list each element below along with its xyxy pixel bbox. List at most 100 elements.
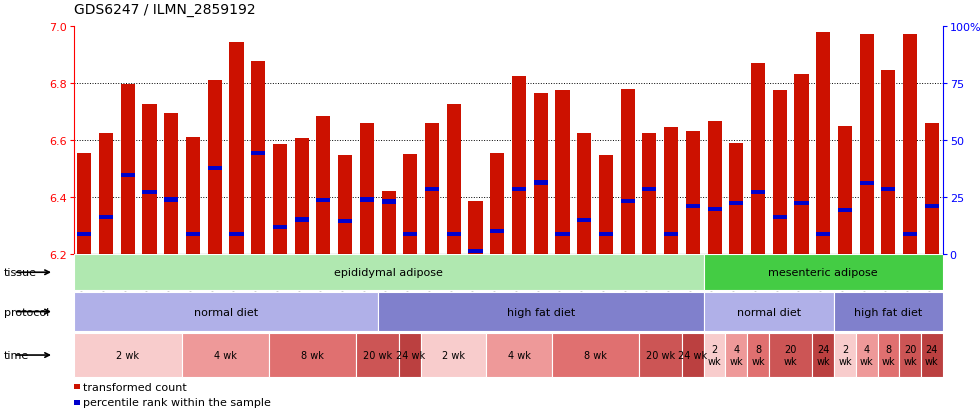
Bar: [74, 255, 704, 290]
Bar: [490, 230, 505, 234]
Bar: [900, 333, 921, 377]
Bar: [904, 233, 917, 237]
Bar: [877, 333, 900, 377]
Bar: [512, 187, 526, 191]
Bar: [577, 218, 591, 223]
Bar: [729, 143, 744, 254]
Bar: [251, 62, 266, 254]
Bar: [881, 187, 896, 191]
Bar: [295, 218, 309, 222]
Text: tissue: tissue: [4, 268, 36, 278]
Text: 8 wk: 8 wk: [584, 350, 607, 360]
Bar: [77, 153, 91, 254]
Bar: [620, 199, 635, 204]
Bar: [208, 81, 221, 254]
Bar: [404, 154, 417, 254]
Text: percentile rank within the sample: percentile rank within the sample: [82, 398, 270, 408]
Bar: [99, 215, 113, 219]
Bar: [270, 333, 356, 377]
Bar: [556, 233, 569, 237]
Text: 4
wk: 4 wk: [859, 344, 873, 366]
Bar: [769, 333, 812, 377]
Bar: [838, 209, 852, 213]
Text: 2 wk: 2 wk: [442, 350, 466, 360]
Bar: [747, 333, 769, 377]
Bar: [620, 89, 635, 254]
Bar: [229, 233, 244, 237]
Bar: [816, 233, 830, 237]
Bar: [421, 333, 486, 377]
Bar: [229, 43, 244, 254]
Bar: [490, 153, 505, 254]
Text: high fat diet: high fat diet: [507, 307, 575, 317]
Text: 8
wk: 8 wk: [882, 344, 896, 366]
Bar: [295, 139, 309, 254]
Bar: [381, 192, 396, 254]
Bar: [795, 202, 808, 206]
Bar: [251, 152, 266, 156]
Text: time: time: [4, 350, 29, 360]
Text: 4 wk: 4 wk: [215, 350, 237, 360]
Bar: [404, 233, 417, 237]
Bar: [729, 202, 744, 206]
Bar: [272, 145, 287, 254]
Bar: [925, 204, 939, 208]
Text: 20 wk: 20 wk: [364, 350, 392, 360]
Bar: [859, 36, 874, 254]
Bar: [859, 182, 874, 185]
Bar: [317, 116, 330, 254]
Bar: [599, 156, 612, 254]
Bar: [74, 400, 80, 406]
Bar: [272, 225, 287, 229]
Bar: [356, 333, 400, 377]
Bar: [686, 204, 700, 208]
Bar: [99, 133, 113, 254]
Text: protocol: protocol: [4, 307, 49, 317]
Bar: [772, 216, 787, 220]
Bar: [142, 105, 157, 254]
Text: 24
wk: 24 wk: [925, 344, 939, 366]
Bar: [338, 219, 352, 223]
Bar: [77, 233, 91, 237]
Bar: [795, 75, 808, 254]
Bar: [686, 132, 700, 254]
Bar: [447, 233, 461, 237]
Bar: [751, 190, 765, 194]
Bar: [708, 122, 721, 254]
Bar: [834, 292, 943, 332]
Text: 4 wk: 4 wk: [508, 350, 530, 360]
Bar: [599, 233, 612, 237]
Bar: [186, 138, 200, 254]
Bar: [74, 333, 182, 377]
Bar: [751, 64, 765, 254]
Text: 8 wk: 8 wk: [301, 350, 324, 360]
Bar: [708, 207, 721, 211]
Bar: [812, 333, 834, 377]
Bar: [360, 123, 374, 254]
Text: 8
wk: 8 wk: [752, 344, 764, 366]
Bar: [704, 255, 943, 290]
Bar: [552, 333, 639, 377]
Bar: [400, 333, 421, 377]
Text: epididymal adipose: epididymal adipose: [334, 268, 443, 278]
Bar: [664, 128, 678, 254]
Text: 20 wk: 20 wk: [646, 350, 675, 360]
Bar: [74, 384, 80, 389]
Text: GDS6247 / ILMN_2859192: GDS6247 / ILMN_2859192: [74, 2, 255, 17]
Bar: [577, 133, 591, 254]
Bar: [468, 202, 482, 254]
Bar: [834, 333, 856, 377]
Bar: [904, 36, 917, 254]
Bar: [121, 85, 135, 254]
Bar: [182, 333, 270, 377]
Bar: [856, 333, 877, 377]
Text: 2
wk: 2 wk: [838, 344, 852, 366]
Bar: [165, 198, 178, 202]
Text: normal diet: normal diet: [737, 307, 801, 317]
Bar: [534, 181, 548, 185]
Bar: [816, 33, 830, 254]
Bar: [925, 123, 939, 254]
Bar: [381, 200, 396, 204]
Bar: [208, 167, 221, 171]
Text: 24 wk: 24 wk: [678, 350, 708, 360]
